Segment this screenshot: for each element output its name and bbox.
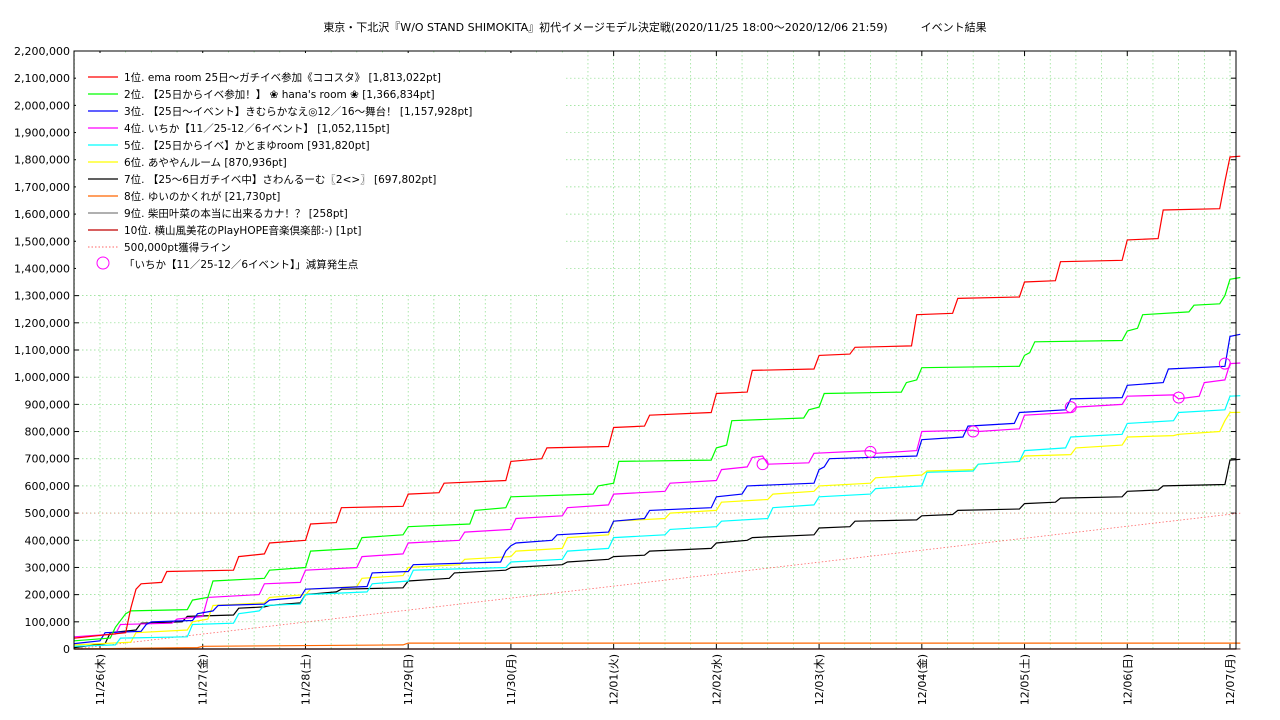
y-tick-label: 2,200,000 xyxy=(14,45,70,58)
y-tick-label: 1,000,000 xyxy=(14,371,70,384)
event-marker-point xyxy=(864,445,877,458)
y-tick-label: 1,200,000 xyxy=(14,317,70,330)
series-line-4 xyxy=(74,362,1241,638)
x-tick-label: 12/04(金) xyxy=(915,654,929,705)
y-tick-label: 300,000 xyxy=(25,561,71,574)
event-marker-point xyxy=(1218,357,1231,370)
x-tick-label: 12/07(月) xyxy=(1224,654,1237,705)
legend-swatch-event-marker xyxy=(96,256,110,270)
event-marker-point xyxy=(967,425,980,438)
y-tick-label: 1,700,000 xyxy=(14,181,70,194)
event-marker-point xyxy=(1064,401,1077,414)
x-tick-label: 11/30(月) xyxy=(505,654,518,705)
y-tick-label: 2,000,000 xyxy=(14,99,70,112)
y-tick-label: 1,300,000 xyxy=(14,290,70,303)
legend-label-5: 5位. 【25日からイベ】かとまゆroom [931,820pt] xyxy=(124,139,370,152)
event-marker-point xyxy=(756,458,769,471)
y-tick-label: 700,000 xyxy=(25,453,71,466)
x-tick-label: 12/02(水) xyxy=(710,654,723,705)
y-tick-label: 500,000 xyxy=(25,507,71,520)
y-tick-label: 1,100,000 xyxy=(14,344,70,357)
series-line-1 xyxy=(74,155,1241,639)
legend-label-7: 7位. 【25〜6日ガチイベ中】さわんるーむ〖2<>〗 [697,802pt] xyxy=(124,173,436,186)
x-tick-label: 12/01(火) xyxy=(608,654,621,705)
x-tick-label: 11/26(木) xyxy=(94,654,107,705)
legend-label-event-marker: 「いちか【11／25-12／6イベント】」減算発生点 xyxy=(124,258,358,271)
legend-label-1: 1位. ema room 25日〜ガチイベ参加《ココスタ》 [1,813,022… xyxy=(124,71,441,84)
x-tick-label: 11/29(日) xyxy=(402,654,415,705)
series-line-8 xyxy=(74,642,1241,650)
y-tick-label: 2,100,000 xyxy=(14,72,70,85)
y-tick-label: 100,000 xyxy=(25,616,71,629)
y-tick-label: 1,400,000 xyxy=(14,262,70,275)
chart-title: 東京・下北沢『W/O STAND SHIMOKITA』初代イメージモデル決定戦(… xyxy=(323,20,986,34)
y-tick-label: 900,000 xyxy=(25,398,71,411)
y-tick-label: 0 xyxy=(63,643,70,656)
y-tick-label: 1,600,000 xyxy=(14,208,70,221)
y-tick-label: 400,000 xyxy=(25,534,71,547)
series-line-2 xyxy=(74,276,1241,642)
x-tick-label: 12/03(木) xyxy=(813,654,826,705)
series-line-5 xyxy=(74,395,1241,647)
x-tick-label: 12/06(日) xyxy=(1121,654,1134,705)
y-tick-label: 1,500,000 xyxy=(14,235,70,248)
legend-background xyxy=(76,53,564,293)
x-tick-label: 11/27(金) xyxy=(196,654,210,705)
legend-label-8: 8位. ゆいのかくれが [21,730pt] xyxy=(124,190,280,203)
y-tick-label: 1,900,000 xyxy=(14,127,70,140)
legend-label-3: 3位. 【25日〜イベント】きむらかなえ◎12／16〜舞台！ [1,157,92… xyxy=(124,105,472,118)
x-tick-label: 11/28(土) xyxy=(299,654,312,705)
x-tick-label: 12/05(土) xyxy=(1019,654,1032,705)
legend-label-2: 2位. 【25日からイベ参加！】 ❀ hana's room ❀ [1,366,… xyxy=(124,88,435,101)
legend-label-reference: 500,000pt獲得ライン xyxy=(124,241,231,254)
legend-label-6: 6位. あややんルーム [870,936pt] xyxy=(124,156,287,169)
plot-frame xyxy=(73,50,1237,650)
legend-label-10: 10位. 横山風美花のPlayHOPE音楽倶楽部:-) [1pt] xyxy=(124,224,361,237)
series-line-6 xyxy=(74,411,1241,646)
legend-label-4: 4位. いちか【11／25-12／6イベント】 [1,052,115pt] xyxy=(124,122,390,135)
legend-label-9: 9位. 柴田叶菜の本当に出来るカナ！？ [258pt] xyxy=(124,207,348,220)
event-marker-point xyxy=(1172,391,1185,404)
series-line-7 xyxy=(74,458,1241,649)
y-tick-label: 1,800,000 xyxy=(14,154,70,167)
series-line-3 xyxy=(74,333,1241,645)
y-tick-label: 800,000 xyxy=(25,426,71,439)
y-tick-label: 200,000 xyxy=(25,589,71,602)
y-tick-label: 600,000 xyxy=(25,480,71,493)
